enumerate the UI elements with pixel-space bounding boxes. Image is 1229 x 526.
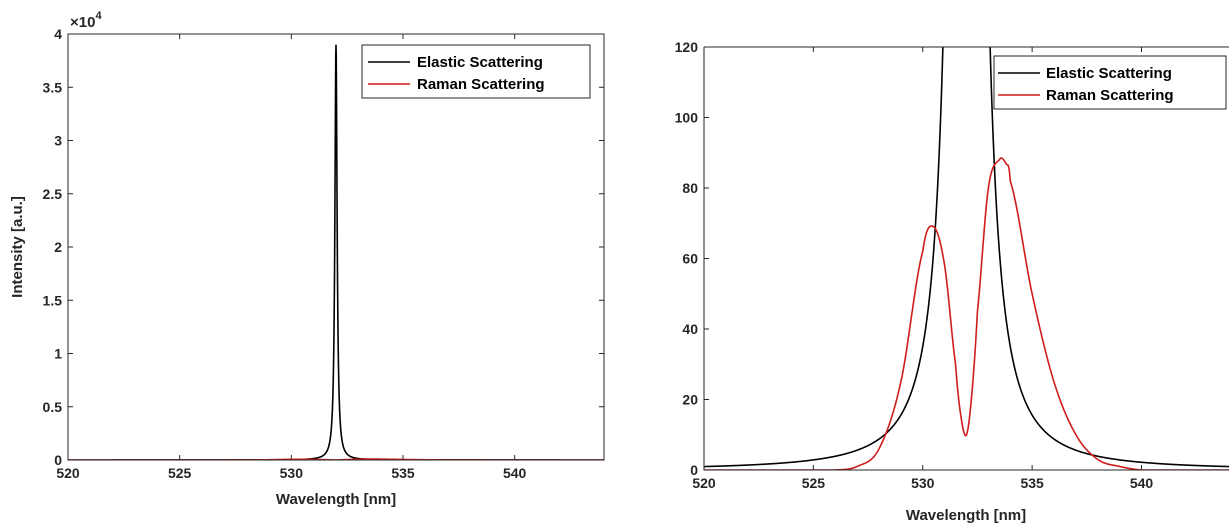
right-axes-box (703, 46, 1229, 471)
plot-area-right (704, 47, 1229, 470)
left-y-axis-label: Intensity [a.u.] (9, 196, 26, 298)
right-legend: Elastic Scattering Raman Scattering (993, 55, 1227, 110)
x-tick-label: 535 (1020, 475, 1044, 491)
left-tick-labels: 520 525 530 535 540 0 0.5 1 1.5 2 2.5 3 3.5 4 (43, 26, 527, 481)
x-tick-label: 525 (802, 475, 826, 491)
y-tick-label: 60 (682, 251, 698, 267)
right-tick-labels: 520 525 530 535 540 0 20 40 60 80 100 120 (675, 39, 1154, 491)
x-tick-label: 530 (280, 465, 304, 481)
y-tick-label: 1 (54, 346, 62, 362)
x-tick-label: 520 (56, 465, 80, 481)
series-line-raman (704, 157, 1229, 470)
left-legend-box (361, 44, 591, 99)
x-tick-label: 535 (391, 465, 415, 481)
y-tick-label: 3 (54, 133, 62, 149)
chart-left: 520 525 530 535 540 0 0.5 1 1.5 2 2.5 3 3.5 4 ×104 Wa… (9, 10, 605, 508)
x-tick-label: 540 (503, 465, 527, 481)
y-tick-label: 0 (690, 462, 698, 478)
y-tick-label: 120 (675, 39, 699, 55)
right-x-axis-label: Wavelength [nm] (906, 507, 1026, 524)
y-tick-label: 2 (54, 239, 62, 255)
series-line-elastic (704, 47, 1229, 468)
left-legend-label-raman: Raman Scattering (417, 76, 545, 93)
right-series (704, 47, 1229, 470)
left-legend: Elastic Scattering Raman Scattering (361, 44, 591, 99)
right-legend-label-elastic: Elastic Scattering (1046, 65, 1172, 82)
x-tick-label: 530 (911, 475, 935, 491)
y-tick-label: 0.5 (43, 399, 63, 415)
right-legend-box (993, 55, 1227, 110)
y-tick-label: 3.5 (43, 79, 63, 95)
y-tick-label: 20 (682, 392, 698, 408)
y-tick-label: 80 (682, 180, 698, 196)
right-ticks (703, 46, 1142, 471)
left-legend-label-elastic: Elastic Scattering (417, 54, 543, 71)
chart-right: 520 525 530 535 540 0 20 40 60 80 100 120 Wavelengt… (675, 39, 1229, 524)
y-tick-label: 2.5 (43, 186, 63, 202)
left-axes-box (67, 33, 605, 461)
x-tick-label: 520 (692, 475, 716, 491)
left-y-multiplier: ×104 (70, 10, 102, 31)
y-tick-label: 0 (54, 452, 62, 468)
right-legend-label-raman: Raman Scattering (1046, 87, 1174, 104)
y-tick-label: 4 (54, 26, 62, 42)
x-tick-label: 525 (168, 465, 192, 481)
left-x-axis-label: Wavelength [nm] (276, 491, 396, 508)
x-tick-label: 540 (1130, 475, 1154, 491)
y-tick-label: 40 (682, 321, 698, 337)
y-tick-label: 1.5 (43, 292, 63, 308)
y-tick-label: 100 (675, 110, 699, 126)
